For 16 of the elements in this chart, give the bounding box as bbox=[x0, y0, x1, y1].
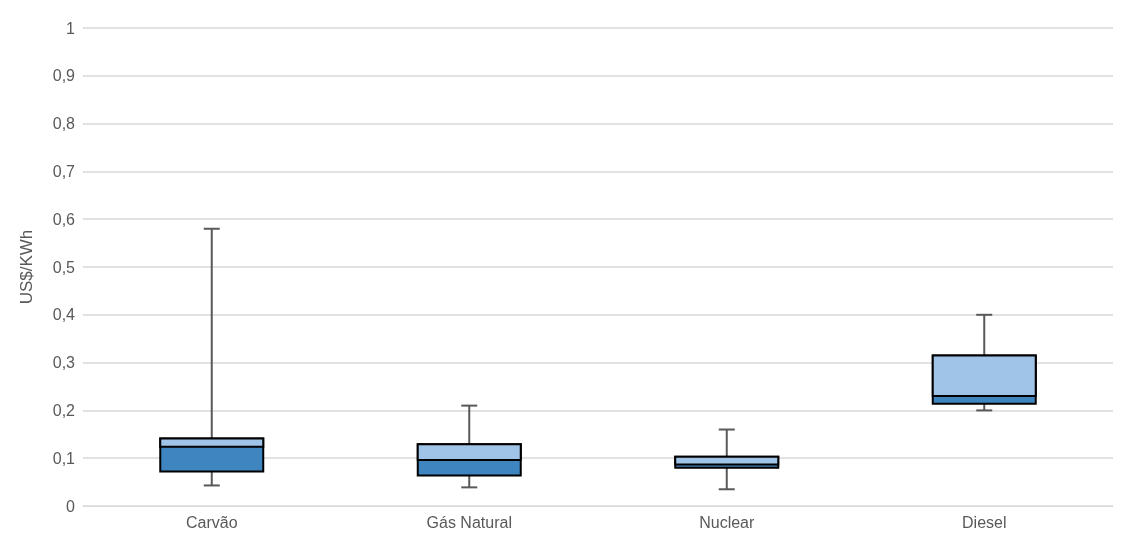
y-tick-label: 0,6 bbox=[52, 210, 76, 228]
y-tick-label: 1 bbox=[66, 19, 76, 37]
y-tick-label: 0,5 bbox=[52, 258, 76, 276]
x-tick-label: Gás Natural bbox=[426, 513, 512, 531]
x-tick-label: Carvão bbox=[185, 513, 238, 531]
y-axis-title: US$/KWh bbox=[17, 229, 36, 305]
y-tick-label: 0,8 bbox=[52, 115, 76, 133]
x-tick-label: Diesel bbox=[962, 513, 1007, 531]
x-tick-label: Nuclear bbox=[699, 513, 755, 531]
y-tick-label: 0,9 bbox=[52, 67, 76, 85]
y-tick-label: 0 bbox=[66, 497, 76, 515]
y-tick-label: 0,1 bbox=[52, 449, 76, 467]
y-tick-label: 0,2 bbox=[52, 401, 76, 419]
y-tick-label: 0,3 bbox=[52, 354, 76, 372]
y-tick-label: 0,7 bbox=[52, 162, 76, 180]
y-tick-label: 0,4 bbox=[52, 306, 76, 324]
